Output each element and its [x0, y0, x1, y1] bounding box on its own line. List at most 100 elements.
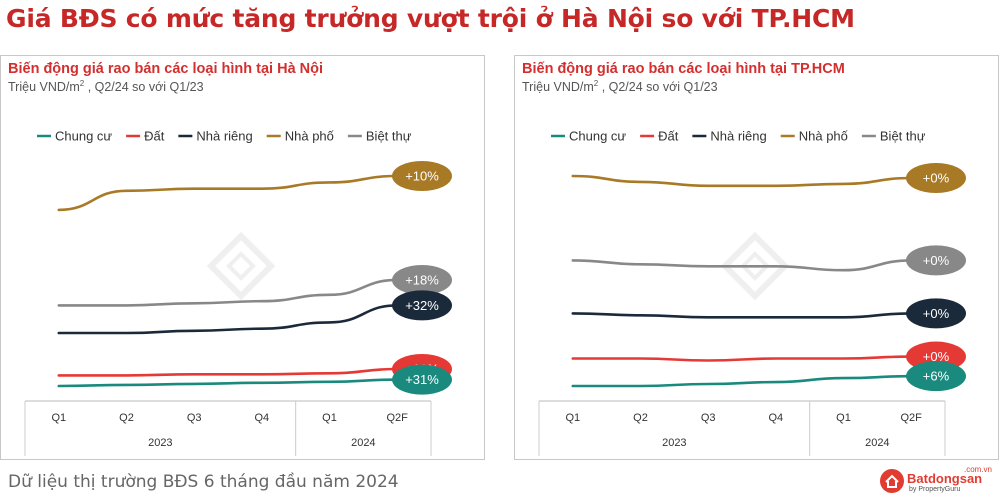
- end-label-text: +0%: [923, 170, 950, 185]
- x-group-label: 2023: [148, 437, 172, 449]
- legend-label: Nhà riêng: [196, 129, 252, 144]
- brand-byline: by PropertyGuru: [909, 486, 961, 493]
- legend-label: Chung cư: [569, 129, 626, 144]
- x-tick-label: Q2F: [386, 412, 408, 424]
- page-title: Giá BĐS có mức tăng trưởng vượt trội ở H…: [6, 4, 855, 33]
- x-group-label: 2024: [865, 437, 889, 449]
- end-label-bubble: [392, 264, 452, 295]
- legend-item-chung-cu: Chung cư: [551, 129, 626, 144]
- chart-subtitle: Triệu VND/m2 , Q2/24 so với Q1/23: [522, 79, 718, 94]
- series-line: [571, 259, 913, 272]
- end-label-bubble: [906, 162, 966, 193]
- x-tick-label: Q3: [187, 412, 202, 424]
- end-label-badge: +18%: [392, 264, 452, 295]
- watermark-diamond-inner: [740, 251, 770, 281]
- brand-logo: Batdongsan .com.vn by PropertyGuru: [880, 465, 995, 498]
- legend-label: Nhà riêng: [710, 129, 766, 144]
- legend-item-chung-cu: Chung cư: [37, 129, 112, 144]
- end-label-text: +10%: [405, 169, 439, 184]
- series-dat: +0%: [571, 341, 966, 372]
- subtitle-unit-sup: 2: [79, 79, 85, 88]
- legend-item-nha-rieng: Nhà riêng: [692, 129, 767, 144]
- subtitle-unit: Triệu VND/m: [8, 80, 80, 95]
- end-label-text: +18%: [405, 272, 439, 287]
- subtitle-period: , Q2/24 so với Q1/23: [598, 80, 718, 95]
- series-line: [571, 174, 913, 188]
- series-line: [57, 367, 399, 377]
- house-icon: [880, 469, 904, 493]
- x-tick-label: Q2: [633, 412, 648, 424]
- subtitle-unit: Triệu VND/m: [522, 80, 594, 95]
- line-chart-hanoi: Chung cư Đất Nhà riêng Nhà phố Biệt thự +10% +…: [24, 129, 452, 456]
- legend-item-dat: Đất: [640, 129, 679, 144]
- legend-label: Nhà phố: [799, 129, 848, 144]
- x-tick-label: Q2F: [900, 412, 922, 424]
- end-label-badge: +0%: [906, 245, 966, 276]
- legend-item-biet-thu: Biệt thự: [347, 129, 412, 144]
- watermark-diamond-inner: [226, 251, 256, 281]
- end-label-badge: +0%: [906, 162, 966, 193]
- end-label-bubble: [392, 364, 452, 395]
- series-line: [571, 374, 913, 388]
- x-tick-label: Q1: [565, 412, 580, 424]
- series-line: [571, 312, 913, 319]
- chart-panel-hcm: Biến động giá rao bán các loại hình tại …: [514, 55, 999, 460]
- x-group-label: 2024: [351, 437, 375, 449]
- legend-item-biet-thu: Biệt thự: [861, 129, 926, 144]
- series-biet-thu: +18%: [57, 264, 452, 307]
- watermark-logo: [720, 231, 790, 301]
- legend-item-nha-rieng: Nhà riêng: [178, 129, 253, 144]
- end-label-text: +0%: [923, 349, 950, 364]
- x-tick-label: Q3: [701, 412, 716, 424]
- series-nha-pho: +0%: [571, 162, 966, 193]
- x-tick-label: Q4: [254, 412, 269, 424]
- end-label-badge: +31%: [392, 364, 452, 395]
- series-chung-cu: +6%: [571, 361, 966, 392]
- line-chart-hcm: Chung cư Đất Nhà riêng Nhà phố Biệt thự +0% +0…: [538, 129, 966, 456]
- end-label-bubble: [392, 161, 452, 191]
- series-nha-rieng: +0%: [571, 298, 966, 329]
- end-label-text: +0%: [923, 306, 950, 321]
- x-group-label: 2023: [662, 437, 686, 449]
- x-tick-label: Q2: [119, 412, 134, 424]
- subtitle-period: , Q2/24 so với Q1/23: [84, 80, 204, 95]
- legend-label: Biệt thự: [366, 129, 412, 144]
- series-nha-pho: +10%: [57, 161, 452, 212]
- subtitle-unit-sup: 2: [593, 79, 599, 88]
- footer-caption: Dữ liệu thị trường BĐS 6 tháng đầu năm 2…: [8, 472, 399, 492]
- series-line: [57, 304, 399, 335]
- legend-item-nha-pho: Nhà phố: [780, 129, 848, 144]
- brand-name: Batdongsan: [907, 471, 983, 486]
- legend-label: Nhà phố: [285, 129, 334, 144]
- chart-title: Biến động giá rao bán các loại hình tại …: [522, 61, 845, 77]
- end-label-text: +32%: [405, 298, 439, 313]
- series-chung-cu: +31%: [57, 364, 452, 395]
- series-nha-rieng: +32%: [57, 290, 452, 335]
- x-tick-label: Q1: [322, 412, 337, 424]
- end-label-text: +31%: [405, 372, 439, 387]
- end-label-bubble: [906, 245, 966, 276]
- end-label-badge: +0%: [906, 298, 966, 329]
- end-label-badge: +32%: [392, 290, 452, 321]
- end-label-text: +0%: [923, 253, 950, 268]
- legend-label: Đất: [144, 129, 165, 144]
- legend-item-dat: Đất: [126, 129, 165, 144]
- chart-subtitle: Triệu VND/m2 , Q2/24 so với Q1/23: [8, 79, 204, 94]
- legend-label: Đất: [658, 129, 679, 144]
- end-label-bubble: [906, 361, 966, 392]
- x-tick-label: Q1: [51, 412, 66, 424]
- legend-item-nha-pho: Nhà phố: [266, 129, 334, 144]
- legend-label: Chung cư: [55, 129, 112, 144]
- series-line: [57, 378, 399, 388]
- watermark-diamond: [720, 231, 790, 301]
- x-tick-label: Q1: [836, 412, 851, 424]
- end-label-badge: +6%: [906, 361, 966, 392]
- watermark-diamond: [206, 231, 276, 301]
- series-line: [571, 355, 913, 362]
- series-biet-thu: +0%: [571, 245, 966, 276]
- end-label-bubble: [392, 290, 452, 321]
- x-tick-label: Q4: [768, 412, 783, 424]
- legend-label: Biệt thự: [880, 129, 926, 144]
- chart-panel-hanoi: Biến động giá rao bán các loại hình tại …: [0, 55, 485, 460]
- series-line: [57, 174, 399, 212]
